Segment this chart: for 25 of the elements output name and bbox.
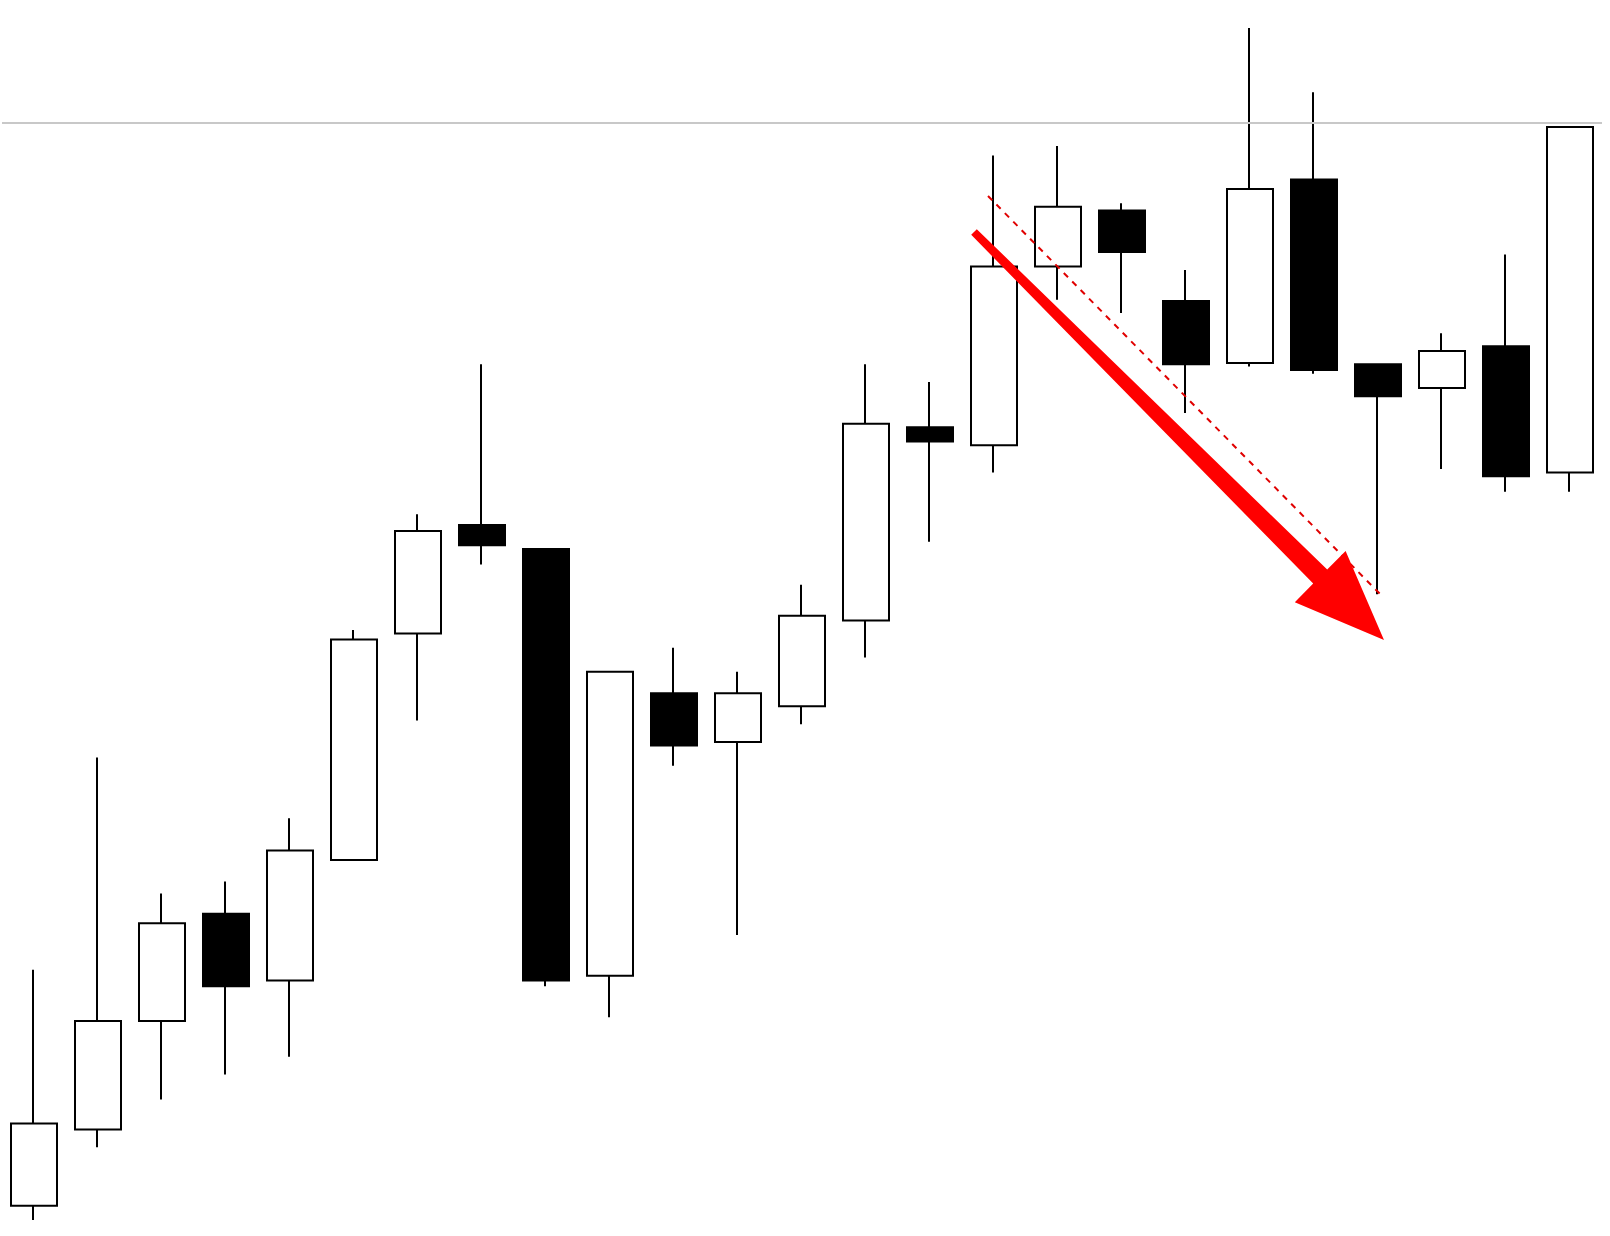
candlestick [1354,363,1402,596]
candlestick [970,154,1018,474]
candlestick [266,817,314,1058]
candlestick [522,547,570,988]
candlestick [202,880,250,1076]
candlestick [74,756,122,1149]
candlestick [1034,145,1082,301]
candlestick [330,628,378,862]
candlestick [1418,332,1466,471]
candlestick [1226,27,1274,368]
candlestick [138,892,186,1101]
candlestick [10,968,58,1221]
candlestick [1546,125,1594,493]
candlestick [650,646,698,767]
candlestick [714,670,762,937]
candlestick [842,363,890,659]
candlestick [1482,253,1530,493]
candlestick [458,363,506,566]
candlestick [778,583,826,726]
candlestick [1162,268,1210,415]
candlestick [906,381,954,543]
candlestick [1098,202,1146,314]
candlestick [586,670,634,1019]
candlestick [394,513,442,722]
candlestick [1290,91,1338,375]
